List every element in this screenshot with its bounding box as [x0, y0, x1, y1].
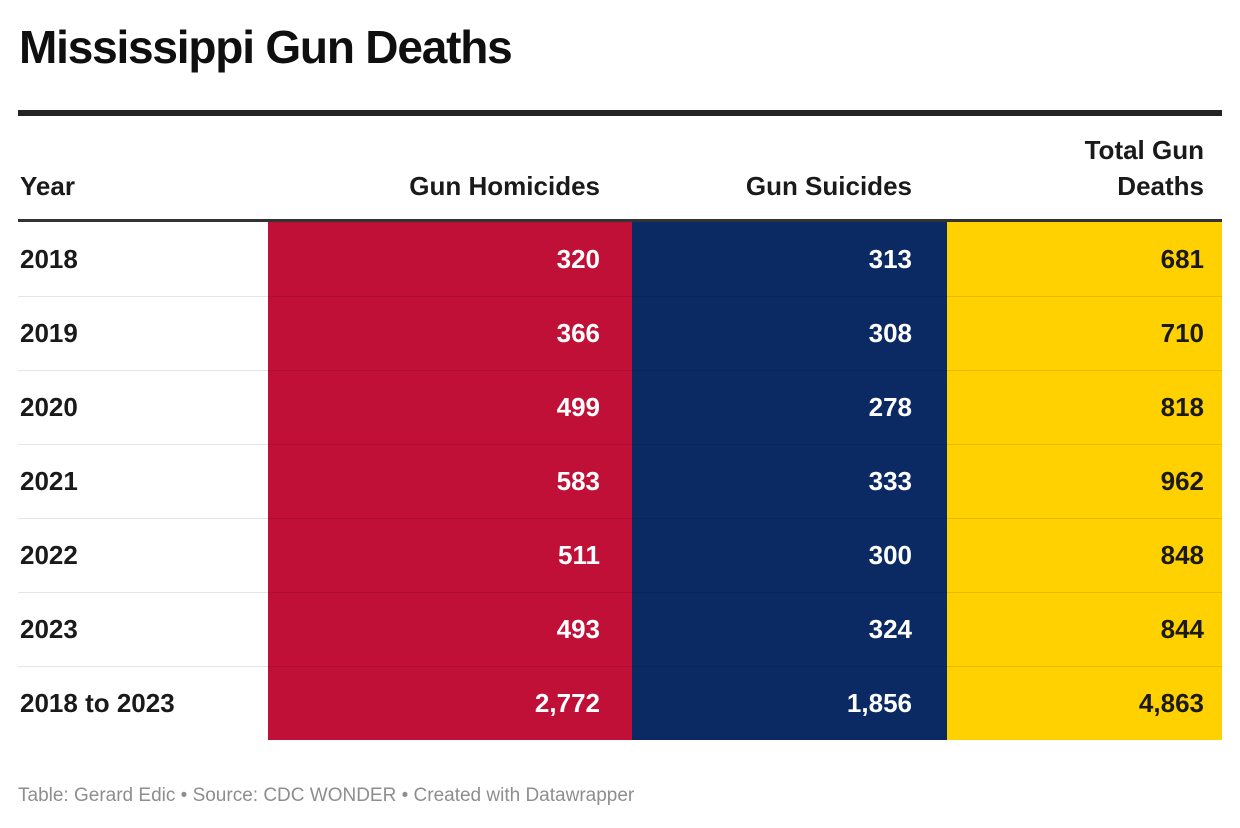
suicides-cell: 300	[632, 518, 947, 592]
table-row-total: 2018 to 2023 2,772 1,856 4,863	[18, 666, 1222, 740]
table-row: 2018 320 313 681	[18, 222, 1222, 296]
table-row: 2021 583 333 962	[18, 444, 1222, 518]
homicides-cell: 320	[268, 222, 632, 296]
homicides-cell: 499	[268, 370, 632, 444]
suicides-cell: 308	[632, 296, 947, 370]
data-table: Year Gun Homicides Gun Suicides Total Gu…	[18, 110, 1222, 740]
suicides-cell: 278	[632, 370, 947, 444]
homicides-cell: 2,772	[268, 666, 632, 740]
total-cell: 710	[947, 296, 1222, 370]
homicides-cell: 511	[268, 518, 632, 592]
year-cell: 2018 to 2023	[18, 666, 268, 740]
total-cell: 681	[947, 222, 1222, 296]
total-cell: 844	[947, 592, 1222, 666]
column-header-gun-suicides: Gun Suicides	[632, 110, 947, 222]
homicides-cell: 583	[268, 444, 632, 518]
page-title: Mississippi Gun Deaths	[19, 21, 513, 73]
column-header-total-gun-deaths: Total Gun Deaths	[947, 110, 1222, 222]
table-row: 2020 499 278 818	[18, 370, 1222, 444]
attribution-footer: Table: Gerard Edic • Source: CDC WONDER …	[18, 785, 635, 806]
homicides-cell: 366	[268, 296, 632, 370]
year-cell: 2020	[18, 370, 268, 444]
column-header-year: Year	[18, 110, 268, 222]
total-cell: 962	[947, 444, 1222, 518]
total-cell: 4,863	[947, 666, 1222, 740]
column-header-gun-homicides: Gun Homicides	[268, 110, 632, 222]
suicides-cell: 324	[632, 592, 947, 666]
suicides-cell: 1,856	[632, 666, 947, 740]
table-row: 2022 511 300 848	[18, 518, 1222, 592]
year-cell: 2021	[18, 444, 268, 518]
datawrapper-table-embed: Mississippi Gun Deaths Year Gun Homicide…	[0, 24, 1240, 808]
year-cell: 2022	[18, 518, 268, 592]
suicides-cell: 313	[632, 222, 947, 296]
year-cell: 2018	[18, 222, 268, 296]
table-header-row: Year Gun Homicides Gun Suicides Total Gu…	[18, 110, 1222, 222]
year-cell: 2023	[18, 592, 268, 666]
table-row: 2019 366 308 710	[18, 296, 1222, 370]
column-header-total-gun-deaths-label: Total Gun Deaths	[1084, 135, 1204, 201]
table-row: 2023 493 324 844	[18, 592, 1222, 666]
total-cell: 818	[947, 370, 1222, 444]
year-cell: 2019	[18, 296, 268, 370]
total-cell: 848	[947, 518, 1222, 592]
homicides-cell: 493	[268, 592, 632, 666]
suicides-cell: 333	[632, 444, 947, 518]
